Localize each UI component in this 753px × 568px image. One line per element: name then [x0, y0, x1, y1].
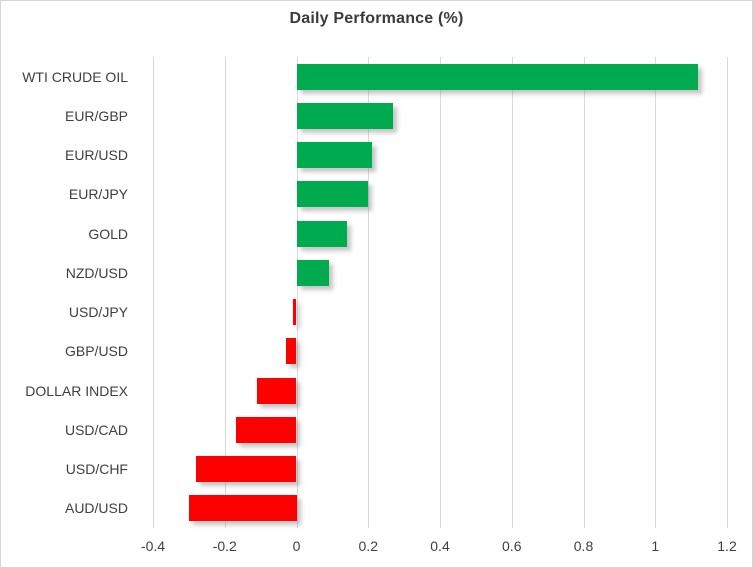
category-label: USD/JPY	[68, 304, 128, 321]
category-label: EUR/JPY	[68, 186, 128, 203]
category-label: WTI CRUDE OIL	[22, 68, 128, 85]
bar-usd-cad	[235, 416, 297, 443]
bar-wti-crude-oil	[296, 63, 699, 90]
gridline	[583, 57, 585, 528]
category-label: DOLLAR INDEX	[25, 382, 128, 399]
gridline	[153, 57, 154, 528]
chart-title: Daily Performance (%)	[289, 10, 464, 27]
bar-aud-usd	[188, 495, 297, 522]
gridline	[511, 57, 513, 528]
x-tick-label: -0.2	[212, 538, 237, 554]
category-axis: WTI CRUDE OIL EUR/GBP EUR/USD EUR/JPY GOLD NZ…	[1, 57, 141, 528]
gridline	[655, 57, 657, 528]
gridline	[224, 57, 226, 528]
x-tick-label: 0	[292, 538, 301, 554]
category-label: USD/CHF	[65, 461, 128, 478]
category-label: AUD/USD	[64, 500, 128, 517]
x-tick-label: -0.4	[140, 538, 166, 554]
x-tick-label: 1	[651, 538, 660, 554]
x-tick-label: 0.4	[430, 538, 450, 554]
bar-dollar-index	[257, 377, 297, 404]
bar-usd-jpy	[292, 299, 297, 326]
bar-eur-jpy	[296, 181, 369, 208]
bar-usd-chf	[196, 456, 297, 483]
x-axis: -0.4 -0.2 0 0.2 0.4 0.6 0.8 1 1.2	[141, 538, 737, 558]
category-label: USD/CAD	[64, 421, 128, 438]
category-label: GBP/USD	[64, 343, 128, 360]
bar-gbp-usd	[285, 338, 297, 365]
category-label: EUR/USD	[64, 147, 128, 164]
gridline	[440, 57, 441, 528]
x-tick-label: 0.8	[573, 538, 594, 554]
gridline	[296, 57, 298, 528]
bar-gold	[296, 220, 347, 247]
bar-nzd-usd	[296, 259, 329, 286]
bar-eur-gbp	[296, 102, 394, 129]
bar-eur-usd	[296, 142, 372, 169]
category-label: GOLD	[88, 225, 128, 242]
x-tick-label: 0.6	[502, 538, 522, 554]
gridline	[368, 57, 370, 528]
category-label: EUR/GBP	[64, 107, 128, 124]
category-label: NZD/USD	[65, 264, 128, 281]
plot-area	[153, 57, 728, 528]
gridline	[727, 57, 728, 528]
x-tick-label: 1.2	[717, 538, 737, 554]
x-tick-label: 0.2	[358, 538, 378, 554]
